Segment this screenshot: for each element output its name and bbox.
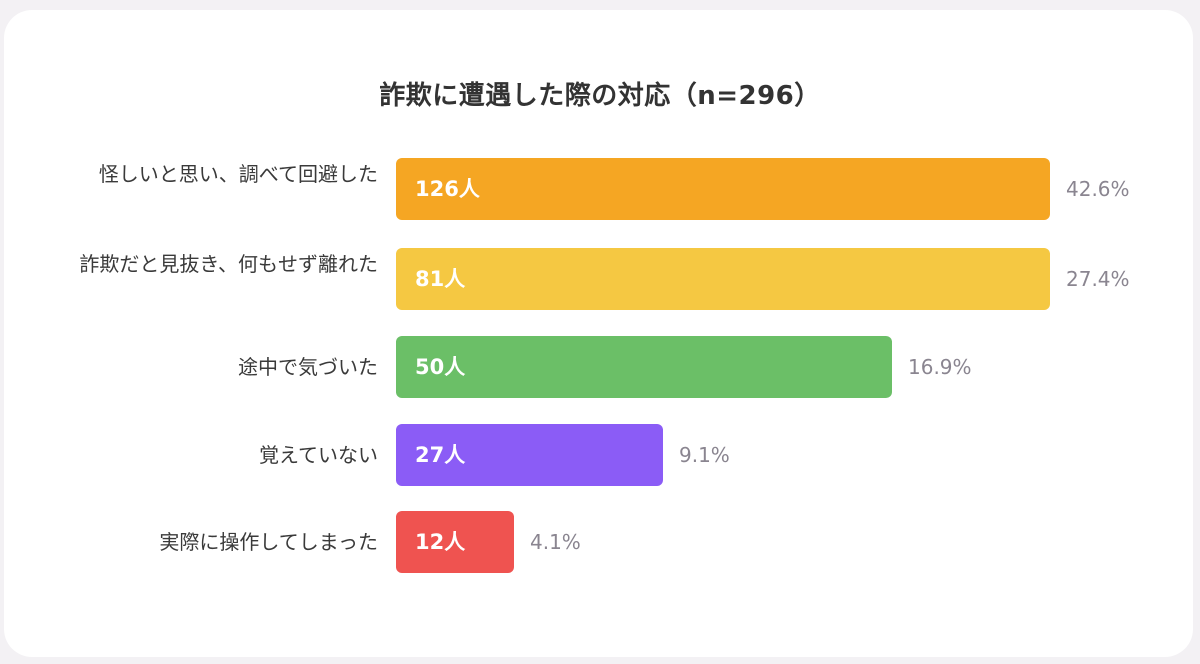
category-label: 実際に操作してしまった xyxy=(68,527,378,557)
percent-label: 9.1% xyxy=(679,443,730,467)
percent-label: 4.1% xyxy=(530,530,581,554)
category-label-text: 実際に操作してしまった xyxy=(159,530,378,554)
bar-row: 実際に操作してしまった 12人 4.1% xyxy=(0,511,1200,573)
bar-avoided: 126人 xyxy=(396,158,1050,220)
chart-title: 詐欺に遭遇した際の対応（n=296） xyxy=(379,81,821,111)
percent-label: 42.6% xyxy=(1066,177,1130,201)
bar-row: 覚えていない 27人 9.1% xyxy=(0,424,1200,486)
category-label-text: 覚えていない xyxy=(259,443,378,467)
category-label-text: 怪しいと思い、調べて回避した xyxy=(98,162,378,186)
percent-label: 16.9% xyxy=(908,355,972,379)
bar-count-label: 126人 xyxy=(415,177,480,201)
bar-actually-operated: 12人 xyxy=(396,511,514,573)
category-label-text: 詐欺だと見抜き、何もせず離れた xyxy=(79,252,378,276)
bar-noticed-midway: 50人 xyxy=(396,336,892,398)
bar-count-label: 27人 xyxy=(415,443,466,467)
bar-count-label: 12人 xyxy=(415,530,466,554)
category-label: 途中で気づいた xyxy=(68,352,378,382)
bar-left-without-action: 81人 xyxy=(396,248,1050,310)
chart-card xyxy=(4,10,1193,657)
percent-label: 27.4% xyxy=(1066,267,1130,291)
category-label: 覚えていない xyxy=(68,440,378,470)
category-label-text: 途中で気づいた xyxy=(238,355,378,379)
bar-row: 詐欺だと見抜き、何もせず離れた 81人 27.4% xyxy=(0,248,1200,310)
bar-dont-remember: 27人 xyxy=(396,424,663,486)
category-label: 怪しいと思い、調べて回避した xyxy=(68,159,378,189)
bar-count-label: 50人 xyxy=(415,355,466,379)
bar-count-label: 81人 xyxy=(415,267,466,291)
bar-row: 怪しいと思い、調べて回避した 126人 42.6% xyxy=(0,158,1200,220)
bar-row: 途中で気づいた 50人 16.9% xyxy=(0,336,1200,398)
category-label: 詐欺だと見抜き、何もせず離れた xyxy=(68,249,378,279)
